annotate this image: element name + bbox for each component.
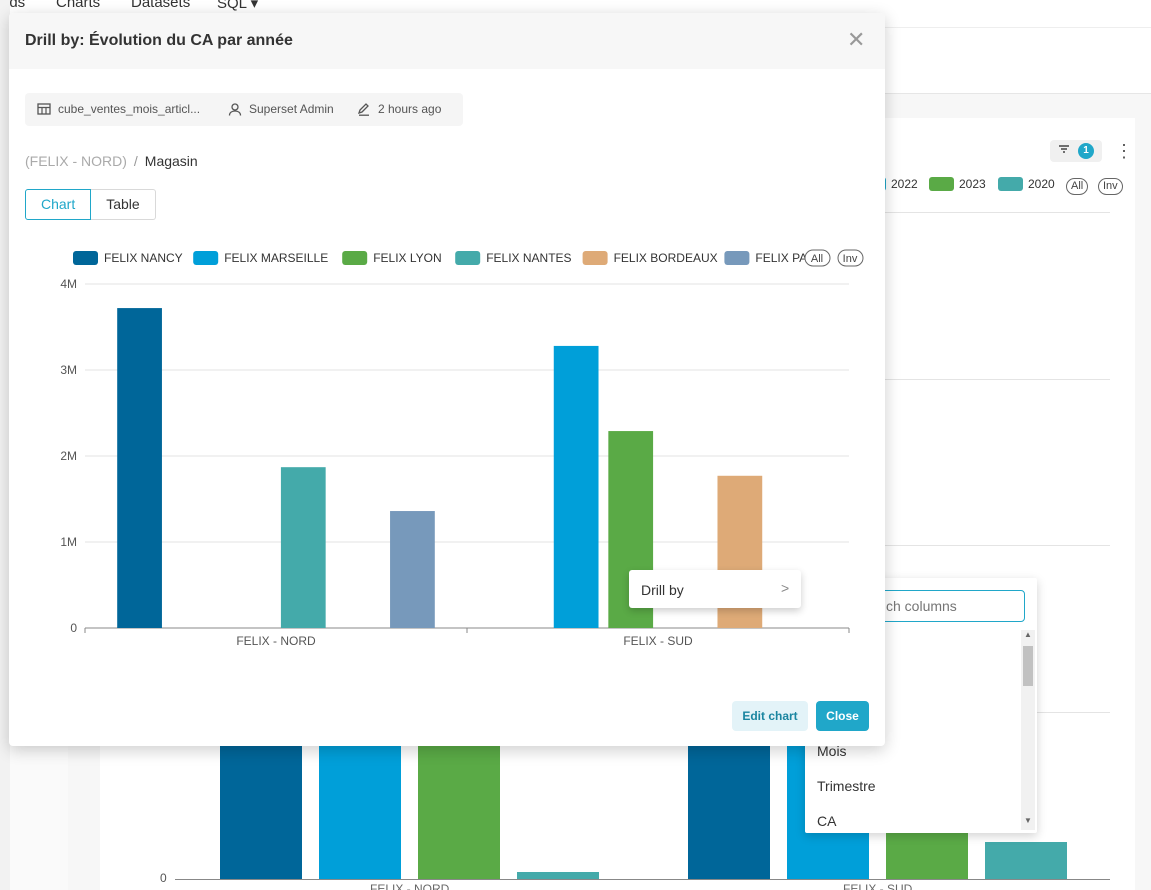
left-strip: [0, 0, 10, 890]
bg-legend-item[interactable]: 2023: [929, 177, 986, 191]
scrollbar-thumb[interactable]: [1023, 646, 1033, 686]
dataset-name: cube_ventes_mois_articl...: [58, 102, 201, 116]
legend-label: 2023: [959, 177, 986, 191]
legend-swatch: [455, 251, 481, 265]
legend-swatch: [193, 251, 219, 265]
legend-invert-button[interactable]: Inv: [1098, 178, 1123, 195]
bg-gridline: [880, 545, 1110, 546]
edit-chart-button[interactable]: Edit chart: [732, 701, 808, 731]
owner-name: Superset Admin: [249, 102, 334, 116]
breadcrumb: (FELIX - NORD) / Magasin: [25, 153, 198, 169]
edit-icon: [357, 103, 369, 116]
column-option[interactable]: Trimestre: [817, 778, 876, 794]
context-menu: Drill by >: [629, 570, 801, 608]
legend-label: 2020: [1028, 177, 1055, 191]
nav-datasets[interactable]: Datasets: [131, 0, 191, 11]
bar: [117, 308, 162, 628]
nav-dashboards[interactable]: ards: [0, 0, 26, 11]
owner-meta: Superset Admin: [228, 102, 334, 116]
filter-icon: [1057, 142, 1071, 159]
legend-invert-button-label: Inv: [843, 253, 858, 265]
legend-label: FELIX LYON: [373, 251, 441, 265]
user-icon: [228, 103, 242, 116]
breadcrumb-current: Magasin: [144, 153, 198, 169]
bar: [280, 467, 326, 628]
nav-charts[interactable]: Charts: [56, 0, 101, 11]
filter-count-badge: 1: [1078, 143, 1094, 159]
y-tick-label: 1M: [60, 535, 77, 549]
bg-bar: [418, 746, 500, 879]
legend-all-button-label: All: [811, 253, 823, 265]
bg-legend-item[interactable]: 2020: [998, 177, 1055, 191]
drill-by-modal: Drill by: Évolution du CA par année ✕ cu…: [9, 13, 885, 746]
modified-time: 2 hours ago: [378, 102, 442, 116]
y-tick-label: 2M: [60, 449, 77, 463]
x-tick-label: FELIX - NORD: [236, 634, 316, 648]
y-tick-label: 0: [70, 621, 77, 635]
close-icon[interactable]: ✕: [847, 27, 866, 52]
tab-chart[interactable]: Chart: [25, 189, 92, 220]
dashboard-header: [885, 28, 1151, 94]
legend-all-button[interactable]: All: [1066, 178, 1089, 195]
legend-swatch: [582, 251, 608, 265]
legend-swatch: [998, 177, 1023, 191]
breadcrumb-previous[interactable]: (FELIX - NORD): [25, 153, 127, 169]
legend-swatch: [724, 251, 750, 265]
column-option[interactable]: CA: [817, 813, 837, 829]
metadata-bar: cube_ventes_mois_articl... Superset Admi…: [25, 93, 463, 126]
bg-category-label: FELIX - SUD: [843, 882, 913, 890]
scroll-down-icon[interactable]: ▼: [1024, 816, 1032, 825]
chevron-right-icon: >: [781, 580, 790, 596]
bar: [553, 345, 599, 628]
tab-table[interactable]: Table: [91, 189, 156, 220]
bg-y-tick: 0: [160, 871, 167, 885]
dropdown-scrollbar[interactable]: ▲ ▼: [1021, 630, 1035, 830]
bg-category-label: FELIX - NORD: [370, 882, 450, 890]
legend-label: FELIX NANCY: [104, 251, 183, 265]
legend-swatch: [73, 251, 98, 265]
bg-gridline: [880, 212, 1110, 213]
bg-gridline: [880, 379, 1110, 380]
legend-invert-button[interactable]: [837, 249, 864, 267]
drill-by-menu-item[interactable]: Drill by: [641, 582, 684, 598]
bg-bar: [517, 872, 599, 879]
dataset-meta[interactable]: cube_ventes_mois_articl...: [37, 102, 200, 116]
legend-all-button[interactable]: [804, 249, 831, 267]
legend-swatch: [342, 251, 368, 265]
legend-swatch: [929, 177, 954, 191]
nav-sql[interactable]: SQL ▾: [217, 0, 259, 12]
breadcrumb-separator: /: [133, 153, 138, 169]
table-icon: [37, 103, 51, 115]
filter-indicator[interactable]: 1: [1050, 140, 1102, 162]
legend-label: FELIX NANTES: [486, 251, 571, 265]
legend-label: FELIX MARSEILLE: [224, 251, 328, 265]
column-option[interactable]: Mois: [817, 743, 847, 759]
bg-x-axis: [175, 879, 1110, 880]
bg-bar: [688, 746, 770, 879]
modified-meta: 2 hours ago: [357, 102, 441, 116]
scroll-up-icon[interactable]: ▲: [1024, 630, 1032, 639]
modal-title: Drill by: Évolution du CA par année: [25, 32, 293, 49]
view-tabs: Chart Table: [25, 189, 156, 220]
y-tick-label: 3M: [60, 363, 77, 377]
legend-label: 2022: [891, 177, 918, 191]
modal-header: Drill by: Évolution du CA par année ✕: [9, 13, 885, 69]
x-tick-label: FELIX - SUD: [623, 634, 693, 648]
close-button[interactable]: Close: [816, 701, 869, 731]
legend-label: FELIX BORDEAUX: [614, 251, 718, 265]
bg-bar: [985, 842, 1067, 879]
more-options-icon[interactable]: ⋮: [1115, 141, 1133, 161]
bar: [390, 511, 435, 628]
y-tick-label: 4M: [60, 277, 77, 291]
bg-bar: [319, 746, 401, 879]
bg-bar: [220, 746, 302, 879]
